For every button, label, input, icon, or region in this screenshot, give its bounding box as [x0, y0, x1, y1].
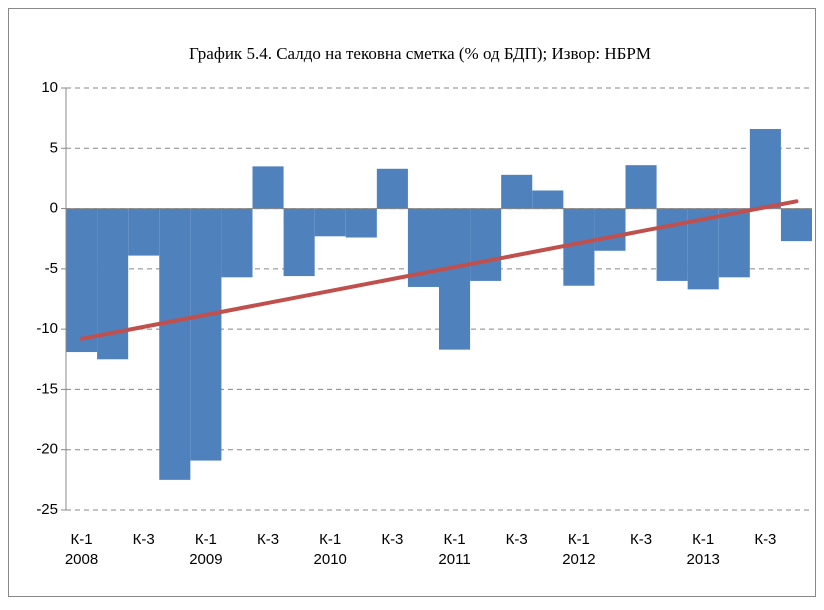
x-tick-label: К-1	[195, 531, 217, 548]
y-tick-label: -5	[45, 260, 58, 277]
bar	[128, 208, 160, 256]
x-tick-label: К-1	[319, 531, 341, 548]
x-tick-label: К-3	[257, 531, 279, 548]
x-tick-label: К-3	[133, 531, 155, 548]
bar	[159, 208, 191, 480]
y-tick-label: 0	[50, 200, 58, 217]
bar	[501, 174, 533, 209]
bar	[283, 208, 315, 277]
x-year-label: 2009	[189, 551, 222, 568]
x-year-label: 2008	[65, 551, 98, 568]
bar	[532, 190, 564, 209]
bar	[345, 208, 377, 238]
bar	[718, 208, 750, 278]
x-tick-label: К-1	[444, 531, 466, 548]
bar	[314, 208, 346, 237]
y-tick-label: 10	[41, 79, 58, 96]
bar	[190, 208, 222, 461]
x-year-label: 2010	[314, 551, 347, 568]
y-tick-label: -15	[36, 380, 58, 397]
x-year-label: 2011	[438, 551, 470, 568]
x-tick-label: К-1	[568, 531, 590, 548]
bar	[252, 166, 284, 209]
bar	[594, 208, 626, 251]
x-tick-label: К-1	[692, 531, 714, 548]
x-tick-label: К-3	[754, 531, 776, 548]
trend-line	[79, 199, 799, 341]
bar	[656, 208, 688, 281]
bar	[780, 208, 812, 242]
bar	[625, 165, 657, 209]
x-year-label: 2013	[687, 551, 720, 568]
bar	[221, 208, 253, 278]
chart-border	[8, 8, 816, 597]
y-tick-label: 5	[50, 139, 58, 156]
x-year-label: 2012	[562, 551, 595, 568]
bar	[749, 128, 781, 209]
y-tick-label: -20	[36, 441, 58, 458]
x-tick-label: К-3	[506, 531, 528, 548]
bar	[439, 208, 471, 350]
chart-title: График 5.4. Салдо на тековна сметка (% о…	[189, 44, 651, 63]
bar	[376, 168, 408, 209]
x-tick-label: К-3	[630, 531, 652, 548]
bar	[470, 208, 502, 281]
y-tick-label: -10	[36, 320, 58, 337]
y-tick-label: -25	[36, 501, 58, 518]
x-tick-label: К-3	[381, 531, 403, 548]
bar	[66, 208, 98, 353]
x-tick-label: К-1	[71, 531, 93, 548]
